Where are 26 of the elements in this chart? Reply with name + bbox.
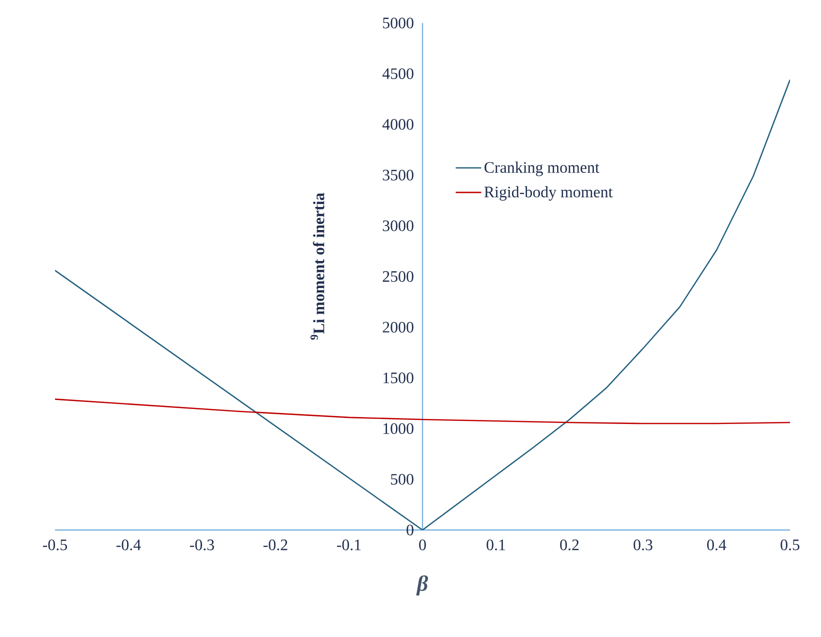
y-tick-label: 4000 xyxy=(382,119,414,130)
y-axis-title: $^{9}$Li moment of inertia xyxy=(310,192,324,340)
y-tick-label: 5000 xyxy=(383,18,414,28)
y-tick-label: 1500 xyxy=(384,372,414,384)
y-tick-label: 3500 xyxy=(382,170,414,180)
y-tick-label: 2000 xyxy=(382,322,414,333)
x-tick-label: -0.3 xyxy=(190,540,214,550)
y-tick-label: 3000 xyxy=(382,220,414,232)
legend-label: Cranking moment xyxy=(484,162,600,176)
x-tick-label: 0.5 xyxy=(780,540,800,550)
x-tick-label: -0.2 xyxy=(263,540,288,550)
x-tick-label: -0.1 xyxy=(336,540,361,550)
x-tick-label: -0.4 xyxy=(116,540,141,550)
x-axis-title: β xyxy=(416,575,428,596)
legend-label: Rigid-body moment xyxy=(484,186,613,201)
x-tick-label: -0.5 xyxy=(42,540,67,550)
x-tick-label: 0 xyxy=(419,540,426,550)
y-tick-label: 1000 xyxy=(384,423,414,434)
x-tick-label: 0.2 xyxy=(560,540,579,550)
x-tick-label: 0.4 xyxy=(707,540,726,550)
y-tick-label: 500 xyxy=(391,474,414,485)
x-tick-label: 0.1 xyxy=(486,540,506,550)
y-tick-label: 2500 xyxy=(382,271,414,282)
y-tick-label: 4500 xyxy=(382,68,414,80)
line-series xyxy=(55,398,790,424)
x-tick-label: 0.3 xyxy=(634,540,652,550)
